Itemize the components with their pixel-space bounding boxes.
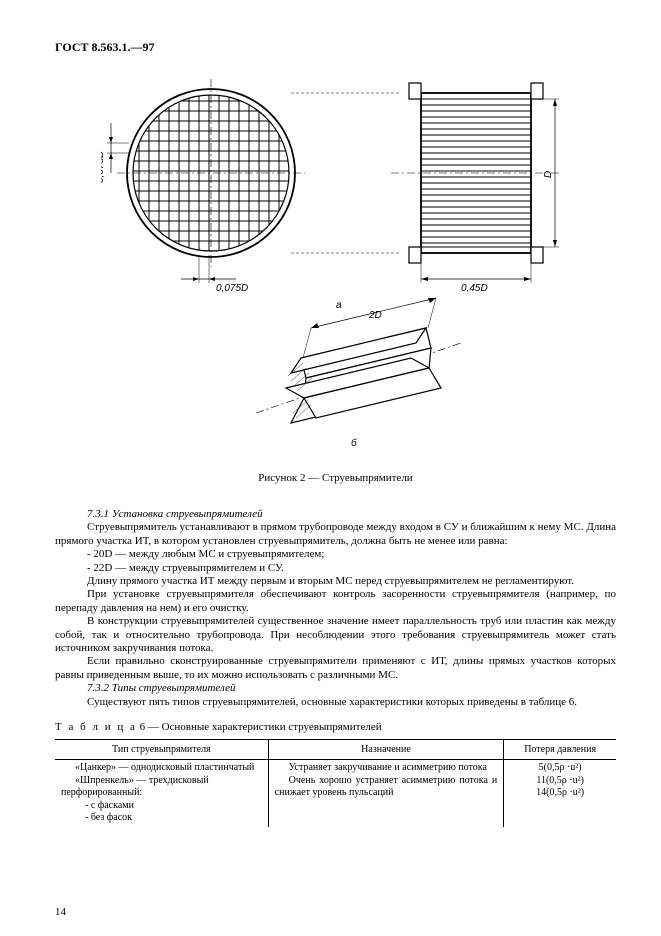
svg-text:0,45D: 0,45D (461, 283, 488, 294)
section-731-title: 7.3.1 Установка струевыпрямителей (55, 508, 616, 521)
cell-text: - с фасками (61, 800, 262, 813)
th-loss: Потеря давления (504, 740, 616, 760)
p-731-4: В конструкции струевыпрямителей существе… (55, 615, 616, 655)
figure-2: 0,075D 0,075D (55, 73, 616, 456)
p-731-2: Длину прямого участка ИТ между первым и … (55, 575, 616, 588)
svg-text:б: б (351, 437, 357, 449)
table-6: Тип струевыпрямителя Назначение Потеря д… (55, 739, 616, 827)
cell-text: Устраняет закручивание и асимметрию пото… (275, 762, 498, 775)
cell-text: Очень хорошо устраняет асимметрию потока… (275, 775, 498, 800)
p-731-5: Если правильно сконструированные струевы… (55, 655, 616, 682)
table-6-caption: Т а б л и ц а 6 — Основные характеристик… (55, 721, 616, 733)
cell-text: 11(0,5ρ ·u²) (510, 775, 610, 788)
cell-text: «Шпренкель» — трехдисковый перфорированн… (61, 775, 262, 800)
svg-text:a: a (336, 300, 342, 311)
svg-text:0,075D: 0,075D (216, 283, 248, 294)
document-header: ГОСТ 8.563.1.—97 (55, 40, 616, 55)
cell-text: «Цанкер» — однодисковый пластинчатый (61, 762, 262, 775)
section-732-title: 7.3.2 Типы струевыпрямителей (55, 682, 616, 695)
svg-text:D: D (543, 171, 554, 178)
li-731-2: - 22D — между струевыпрямителем и СУ. (55, 562, 616, 575)
p-731-1: Струевыпрямитель устанавливают в прямом … (55, 521, 616, 548)
table-row: «Цанкер» — однодисковый пластинчатый «Шп… (55, 760, 616, 827)
cell-text: 14(0,5ρ ·u²) (510, 787, 610, 800)
li-731-1: - 20D — между любым МС и струевыпрямител… (55, 548, 616, 561)
figure-caption: Рисунок 2 — Струевыпрямители (55, 472, 616, 484)
th-type: Тип струевыпрямителя (55, 740, 268, 760)
p-731-3: При установке струевыпрямителя обеспечив… (55, 588, 616, 615)
p-732-1: Существуют пять типов струевыпрямителей,… (55, 696, 616, 709)
cell-text: - без фасок (61, 812, 262, 825)
cell-text: 5(0,5ρ ·u²) (510, 762, 610, 775)
flow-straightener-drawing: 0,075D 0,075D (101, 73, 571, 453)
svg-text:2D: 2D (368, 310, 382, 321)
page-number: 14 (55, 906, 66, 918)
svg-text:0,075D: 0,075D (101, 151, 106, 183)
th-purpose: Назначение (268, 740, 504, 760)
